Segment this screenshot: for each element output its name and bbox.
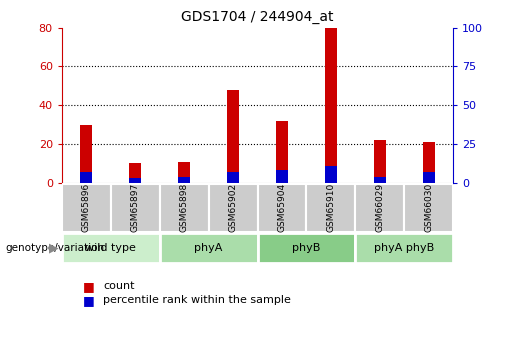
Text: wild type: wild type [85, 244, 136, 253]
Bar [80, 172, 92, 183]
Text: percentile rank within the sample: percentile rank within the sample [103, 295, 291, 305]
Text: phyA: phyA [194, 244, 223, 253]
FancyBboxPatch shape [258, 234, 355, 263]
Bar [227, 172, 239, 183]
Text: ▶: ▶ [49, 242, 59, 255]
FancyBboxPatch shape [111, 184, 160, 232]
FancyBboxPatch shape [209, 184, 258, 232]
FancyBboxPatch shape [258, 184, 306, 232]
Text: GSM65897: GSM65897 [131, 183, 140, 233]
FancyBboxPatch shape [404, 184, 453, 232]
Bar [276, 121, 288, 183]
FancyBboxPatch shape [355, 184, 404, 232]
Bar [178, 161, 190, 183]
Bar [129, 178, 141, 183]
Bar [423, 172, 435, 183]
Text: GSM66030: GSM66030 [424, 183, 433, 233]
Text: phyB: phyB [292, 244, 321, 253]
Bar [325, 166, 337, 183]
Text: ■: ■ [82, 280, 94, 293]
Bar [276, 170, 288, 183]
Text: ■: ■ [82, 294, 94, 307]
Bar [325, 28, 337, 183]
Text: GSM65898: GSM65898 [180, 183, 188, 233]
FancyBboxPatch shape [355, 234, 453, 263]
Text: phyA phyB: phyA phyB [374, 244, 434, 253]
Text: GSM66029: GSM66029 [375, 183, 384, 233]
Bar [227, 90, 239, 183]
Text: genotype/variation: genotype/variation [5, 244, 104, 253]
Text: GSM65904: GSM65904 [278, 183, 286, 233]
Text: GSM65896: GSM65896 [82, 183, 91, 233]
Title: GDS1704 / 244904_at: GDS1704 / 244904_at [181, 10, 334, 24]
Bar [423, 142, 435, 183]
FancyBboxPatch shape [160, 234, 258, 263]
FancyBboxPatch shape [62, 184, 111, 232]
FancyBboxPatch shape [160, 184, 209, 232]
FancyBboxPatch shape [62, 234, 160, 263]
Bar [129, 164, 141, 183]
Text: count: count [103, 282, 134, 291]
FancyBboxPatch shape [306, 184, 355, 232]
Bar [374, 140, 386, 183]
Bar [374, 177, 386, 183]
Text: GSM65902: GSM65902 [229, 183, 237, 233]
Bar [178, 177, 190, 183]
Text: GSM65910: GSM65910 [327, 183, 335, 233]
Bar [80, 125, 92, 183]
